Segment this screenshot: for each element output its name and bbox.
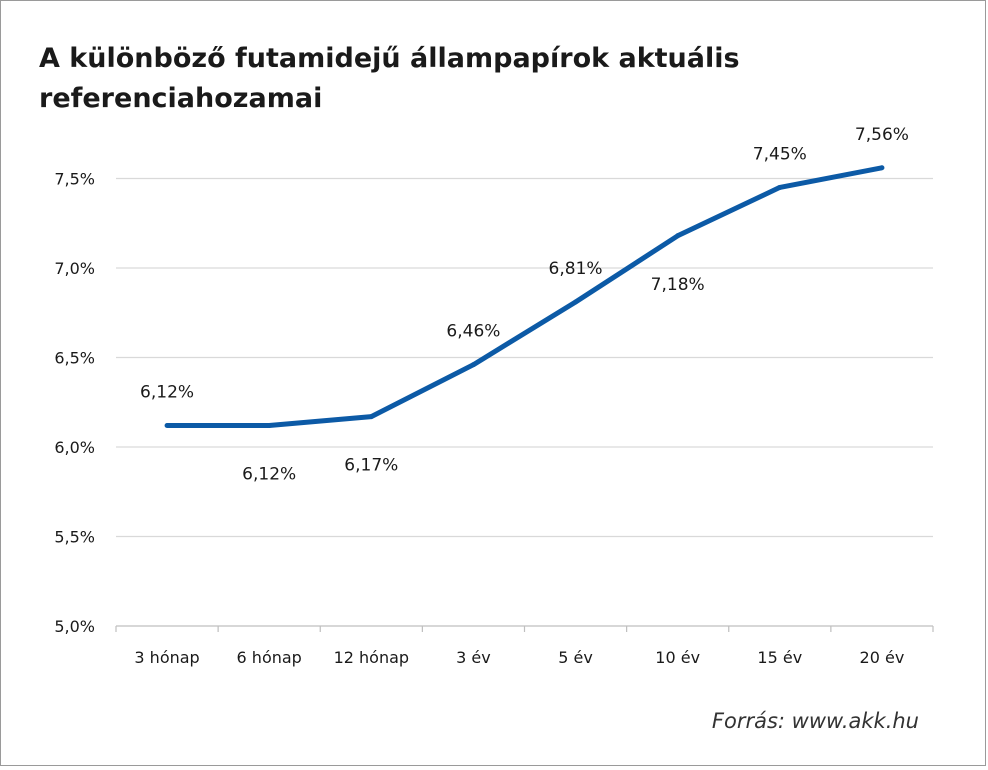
y-tick-label: 5,5% (54, 528, 95, 547)
data-label: 6,12% (242, 465, 296, 485)
y-tick-label: 7,0% (54, 259, 95, 278)
data-point (164, 423, 170, 429)
y-tick-label: 6,5% (54, 349, 95, 368)
data-point (470, 362, 476, 368)
x-tick-label: 5 év (558, 648, 593, 667)
series-line (167, 165, 883, 428)
x-tick-label: 3 hónap (134, 648, 199, 667)
source-note: Forrás: www.akk.hu (711, 709, 919, 733)
x-tick-label: 12 hónap (334, 648, 409, 667)
data-label: 6,46% (446, 322, 500, 342)
data-label: 6,81% (549, 259, 603, 279)
data-label: 7,56% (855, 125, 909, 145)
data-point (573, 299, 579, 305)
data-point (879, 165, 885, 171)
x-tick-label: 10 év (655, 648, 700, 667)
y-tick-label: 7,5% (54, 170, 95, 189)
x-tick-label: 6 hónap (237, 648, 302, 667)
data-label: 6,12% (140, 383, 194, 403)
data-point (777, 184, 783, 190)
data-label: 7,18% (651, 275, 705, 295)
x-tick-label: 3 év (456, 648, 491, 667)
chart-title: A különböző futamidejű állampapírok aktu… (39, 43, 740, 114)
y-tick-label: 5,0% (54, 617, 95, 636)
data-point (675, 233, 681, 239)
data-point (266, 423, 272, 429)
data-label: 6,17% (344, 456, 398, 476)
x-tick-label: 15 év (757, 648, 802, 667)
x-tick-label: 20 év (860, 648, 905, 667)
data-point (368, 414, 374, 420)
data-label: 7,45% (753, 144, 807, 164)
y-tick-label: 6,0% (54, 438, 95, 457)
